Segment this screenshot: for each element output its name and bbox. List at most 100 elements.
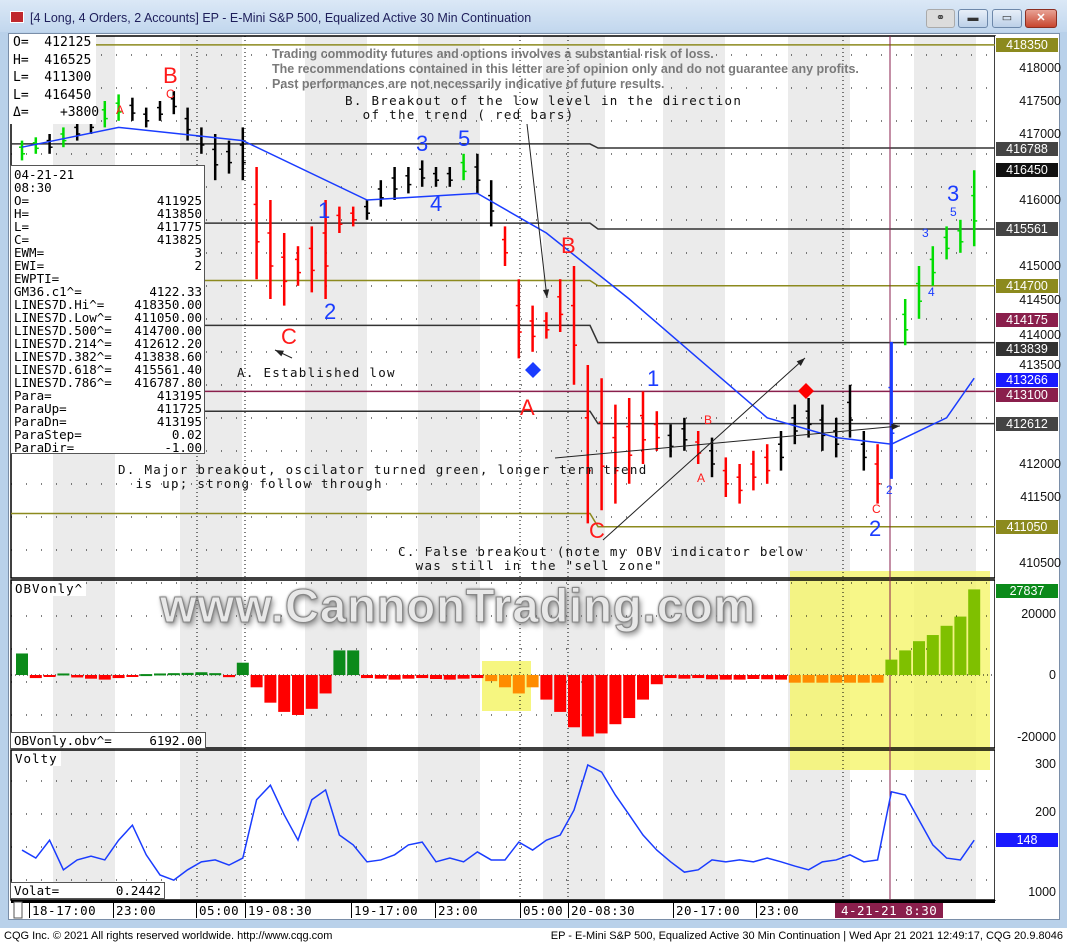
info-row: ParaStep= 0.02 — [14, 428, 202, 441]
info-row: LINES7D.500^= 414700.00 — [14, 324, 202, 337]
obv-histogram-bar — [195, 672, 208, 675]
price-tag: 411050 — [996, 519, 1058, 534]
volat-value-label: Volat= — [14, 883, 60, 898]
obv-histogram-bar — [761, 675, 774, 680]
price-axis-label: 411500 — [1020, 490, 1061, 504]
copyright-text: CQG Inc. © 2021 All rights reserved worl… — [4, 930, 333, 942]
info-value: 2 — [194, 258, 202, 273]
annotation-arrow — [526, 123, 548, 299]
obv-histogram-bar — [71, 675, 84, 678]
obv-histogram-bar — [830, 675, 843, 683]
ohlc-open: O= 412125 — [13, 35, 92, 50]
info-date: 04-21-21 — [14, 167, 75, 182]
obv-histogram-bar — [968, 589, 981, 675]
obv-histogram-bar — [775, 675, 787, 680]
time-axis-label: 05:00 — [520, 903, 563, 918]
annotation-arrow — [602, 357, 806, 541]
info-value: 413825 — [156, 232, 202, 247]
obv-histogram-bar — [913, 641, 925, 675]
obv-histogram-bar — [319, 675, 332, 694]
price-axis-label: 417500 — [1019, 94, 1061, 108]
link-icon: ⚭ — [935, 12, 946, 24]
fib-level-line — [11, 512, 995, 528]
maximize-button[interactable]: ▭ — [992, 9, 1022, 28]
session-shade — [788, 36, 850, 900]
info-label: LINES7D.214^= — [14, 336, 112, 351]
close-icon: ✕ — [1036, 12, 1046, 24]
obv-histogram-bar — [416, 675, 429, 679]
obv-histogram-bar — [223, 675, 235, 678]
time-scroll-handle[interactable] — [13, 901, 23, 919]
arrow-head — [891, 423, 900, 430]
info-row: H= 413850 — [14, 207, 202, 220]
info-label: EWI= — [14, 258, 45, 273]
elliott-wave-label: B — [163, 63, 178, 88]
time-axis-label: 20-17:00 — [673, 903, 740, 918]
info-label: L= — [14, 219, 30, 234]
info-value: 413195 — [156, 414, 202, 429]
price-tag: 415561 — [996, 221, 1058, 236]
obv-histogram-bar — [747, 675, 760, 679]
red-diamond-marker — [798, 383, 814, 399]
volty-pane-title: Volty — [12, 751, 61, 766]
info-label: ParaUp= — [14, 401, 67, 416]
moving-average-line — [21, 126, 975, 445]
obv-histogram-bar — [333, 650, 346, 675]
info-value: 414700.00 — [134, 323, 202, 338]
obv-histogram-bar — [871, 675, 884, 683]
obv-axis-label: -20000 — [1017, 729, 1056, 744]
volty-axis-label: 1000 — [1028, 885, 1056, 899]
info-label: EWPTI= — [14, 271, 60, 286]
obv-histogram-bar — [167, 673, 180, 676]
obv-histogram-bar — [457, 675, 470, 679]
volat-value: 0.2442 — [115, 883, 161, 898]
session-shade — [914, 36, 976, 900]
elliott-wave-label: A — [116, 103, 125, 117]
arrow-head — [796, 358, 805, 366]
info-label: ParaStep= — [14, 427, 82, 442]
obv-axis-label: 20000 — [1021, 606, 1056, 621]
close-button[interactable]: ✕ — [1025, 9, 1057, 28]
elliott-wave-label: 2 — [886, 483, 893, 497]
info-value: 411725 — [156, 401, 202, 416]
annotation-a: A. Established low — [237, 365, 396, 380]
session-shade — [543, 36, 605, 900]
obv-last-tag: 27837 — [996, 584, 1058, 598]
obv-histogram-bar — [816, 675, 829, 683]
time-axis-label: 23:00 — [756, 903, 799, 918]
axis-ruler — [995, 36, 1000, 900]
annotation-c: C. False breakout (note my OBV indicator… — [398, 544, 804, 573]
obv-histogram-bar — [443, 675, 456, 680]
elliott-wave-label: 3 — [947, 181, 960, 206]
info-row: O= 411925 — [14, 194, 202, 207]
minimize-button[interactable]: ▬ — [958, 9, 988, 28]
elliott-wave-label: 2 — [869, 516, 882, 541]
obv-histogram-bar — [650, 675, 663, 685]
obv-histogram-bar — [664, 675, 677, 679]
obv-histogram-bar — [706, 675, 718, 680]
elliott-wave-label: 5 — [950, 205, 957, 219]
price-tag: 413100 — [996, 387, 1058, 402]
fib-level-line — [11, 324, 995, 344]
volat-value-box: Volat= 0.2442 — [10, 882, 165, 899]
elliott-wave-label: 3 — [416, 131, 429, 156]
price-axis-label: 414500 — [1019, 293, 1061, 308]
elliott-wave-label: B — [561, 233, 576, 258]
info-row: LINES7D.382^= 413838.60 — [14, 350, 202, 363]
volty-last-tag: 148 — [996, 833, 1058, 847]
elliott-wave-label: 1 — [318, 198, 331, 223]
obv-histogram-bar — [678, 675, 691, 679]
info-row: Para= 413195 — [14, 389, 202, 402]
status-bar: CQG Inc. © 2021 All rights reserved worl… — [0, 928, 1067, 944]
info-label: LINES7D.Low^= — [14, 310, 112, 325]
link-button[interactable]: ⚭ — [926, 9, 955, 28]
time-axis-bar — [11, 900, 995, 903]
info-label: ParaDir= — [14, 440, 75, 455]
info-row: GM36.c1^= 4122.33 — [14, 285, 202, 298]
info-value: -1.00 — [164, 440, 202, 455]
price-tag: 416450 — [996, 163, 1058, 178]
info-value: 411925 — [156, 193, 202, 208]
obv-histogram-bar — [250, 675, 263, 688]
fib-level-line — [11, 143, 995, 149]
